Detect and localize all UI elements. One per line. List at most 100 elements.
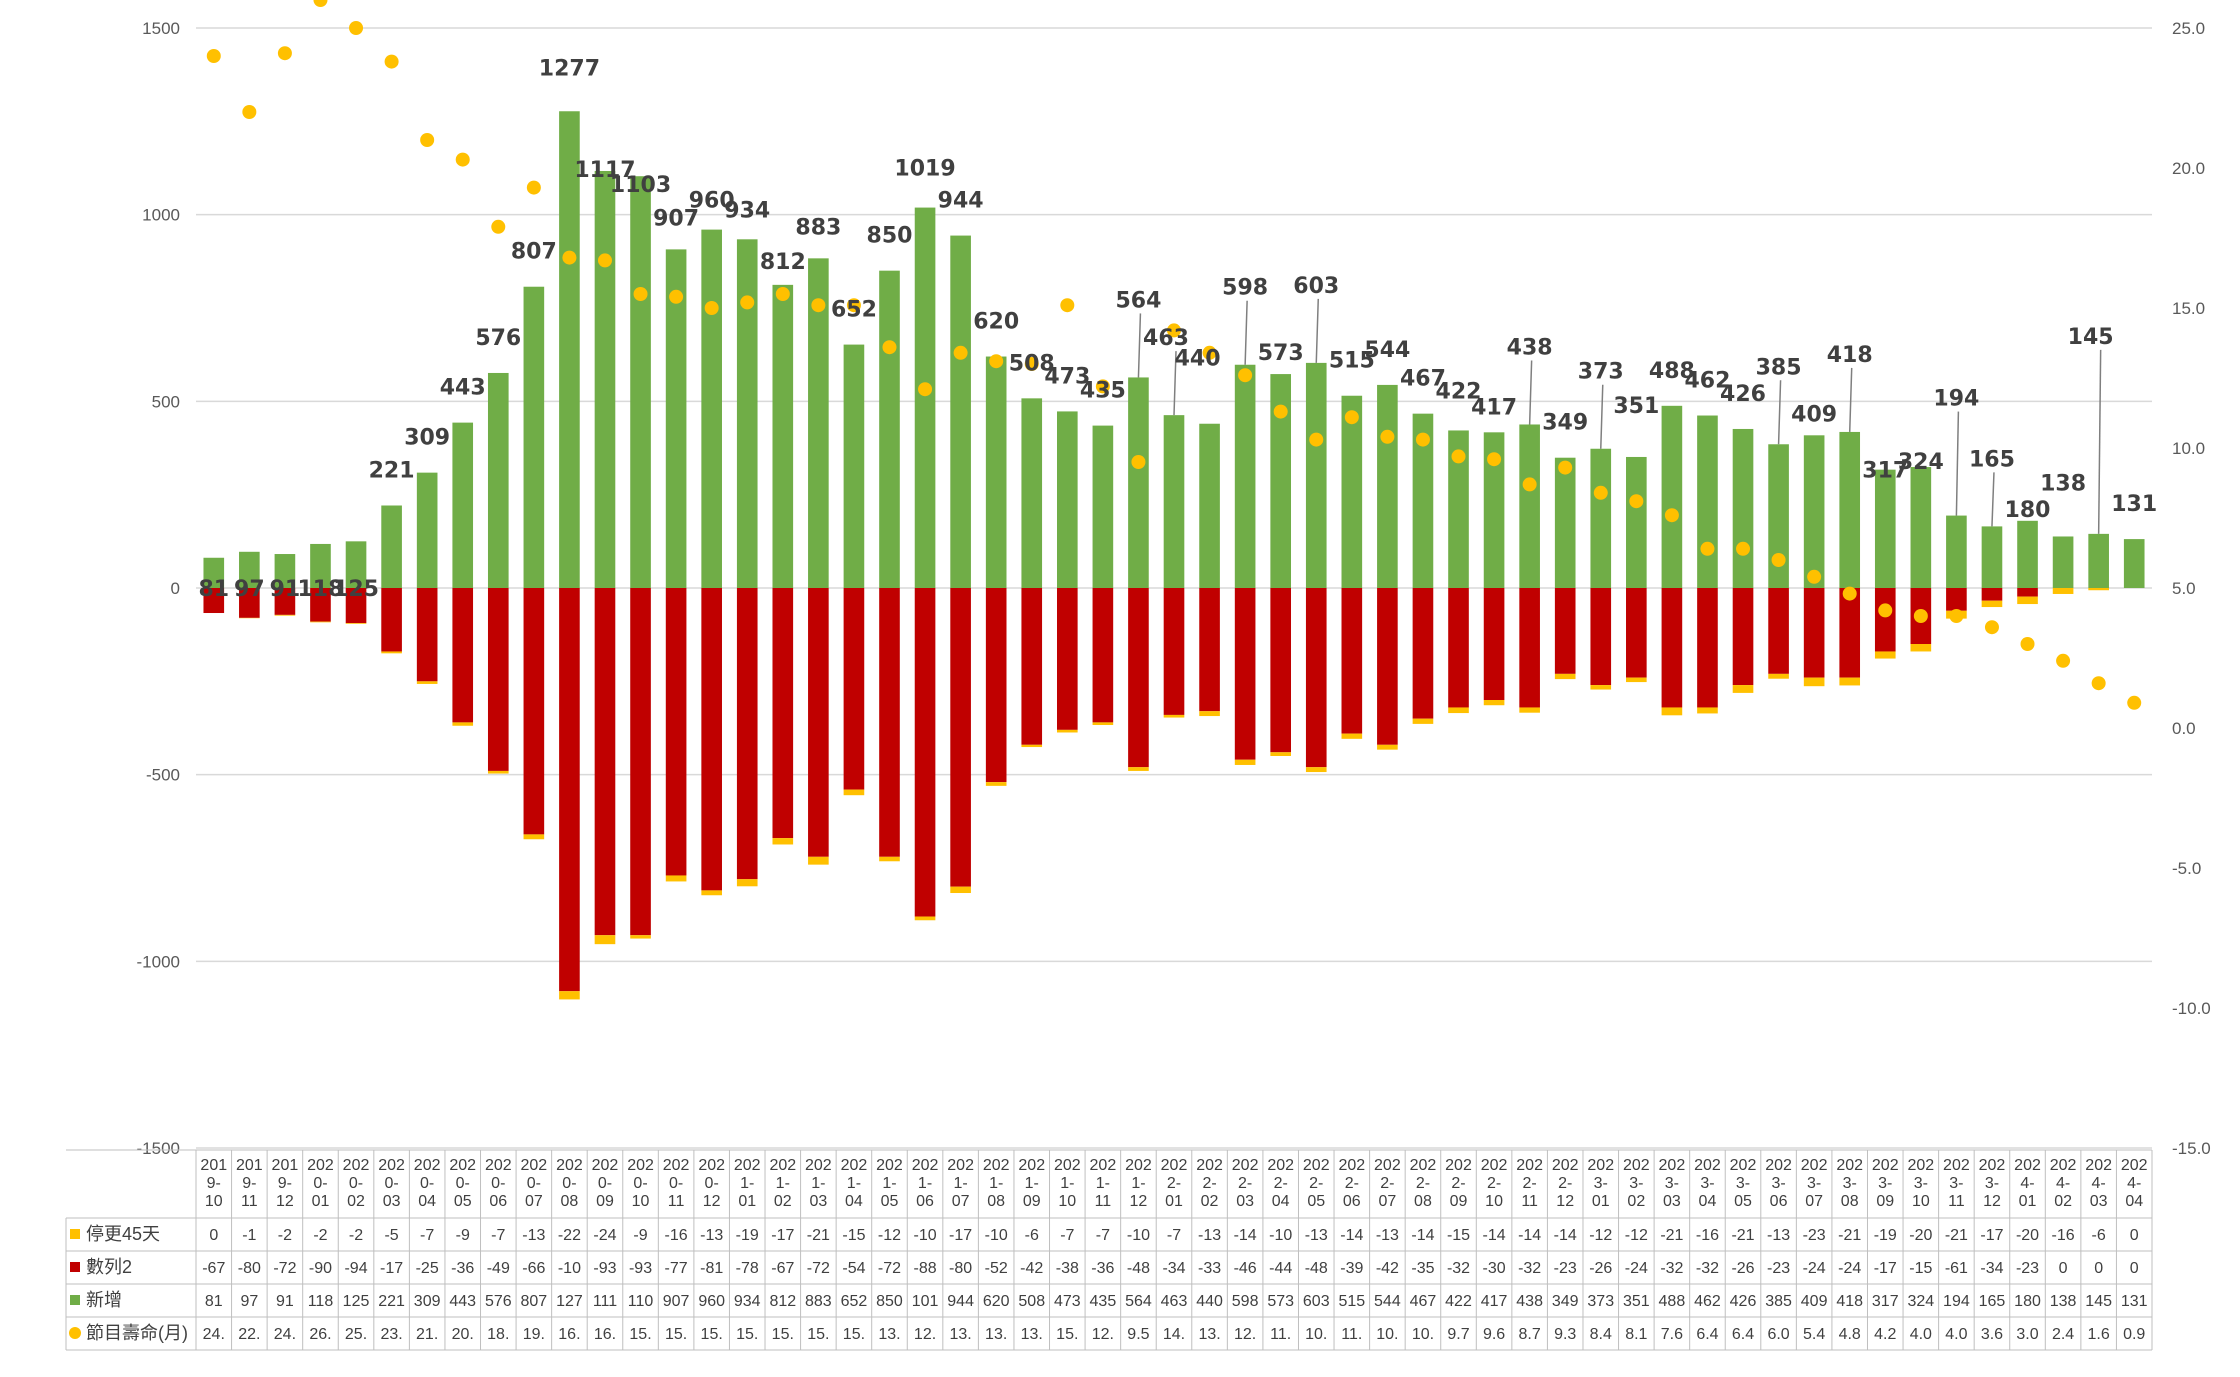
data-label-new: 473 [1044,364,1090,389]
dot-lifespan [1522,477,1537,492]
x-category-label: 05 [881,1193,899,1210]
data-label-new: 426 [1720,382,1766,407]
table-cell: -2 [278,1227,292,1244]
table-cell: 4.0 [1910,1326,1932,1343]
bar-stopped-45-days [1483,700,1505,706]
table-cell: 11. [1341,1326,1362,1343]
table-cell: 652 [841,1293,868,1310]
table-cell: -16 [2052,1227,2075,1244]
table-cell: -88 [913,1260,936,1277]
x-category-label: 2- [1309,1175,1323,1192]
bar-series2 [950,588,971,887]
bar-new [2123,539,2145,588]
bar-new [1163,415,1185,588]
table-cell: 0 [2130,1227,2139,1244]
bar-new [1874,469,1896,588]
callout-line [1600,384,1604,449]
table-cell: 110 [628,1293,654,1310]
x-category-label: 202 [805,1157,832,1174]
y-left-tick-label: -1500 [137,1139,180,1158]
data-label-new: 418 [1827,343,1873,368]
x-category-label: 202 [1018,1157,1045,1174]
table-cell: 473 [1054,1293,1081,1310]
table-cell: 351 [1623,1293,1650,1310]
bar-series2 [630,588,651,936]
x-category-label: 201 [272,1157,299,1174]
x-category-label: 05 [1307,1193,1325,1210]
table-cell: -12 [1589,1227,1612,1244]
bar-stopped-45-days [1554,673,1576,680]
legend-label: 節目壽命(月) [86,1323,188,1343]
table-cell: -23 [1554,1260,1577,1277]
table-cell: 3.6 [1981,1326,2003,1343]
data-label-new: 1019 [894,157,955,182]
table-cell: 81 [205,1293,223,1310]
table-cell: 12. [1234,1326,1256,1343]
callout-line [1955,411,1960,516]
table-cell: -77 [665,1260,688,1277]
x-category-label: 1- [918,1175,932,1192]
x-category-label: 202 [1587,1157,1614,1174]
table-cell: -10 [558,1260,581,1277]
y-right-tick-label: 15.0 [2172,299,2205,318]
table-cell: 2.4 [2052,1326,2074,1343]
x-category-label: 03 [383,1193,401,1210]
bar-new [1448,430,1469,588]
x-category-label: 04 [1272,1193,1290,1210]
table-cell: 165 [1979,1293,2006,1310]
bar-series2 [1448,588,1469,708]
bar-stopped-45-days [594,935,616,945]
dot-lifespan [1913,609,1928,623]
table-cell: 23. [380,1326,402,1343]
dot-lifespan [2127,695,2142,710]
callout-line [1777,380,1782,445]
bar-series2 [1519,588,1540,708]
bar-new [808,258,829,588]
x-category-label: 01 [738,1193,756,1210]
table-cell: -36 [1091,1260,1114,1277]
table-cell: 4.8 [1839,1326,1861,1343]
table-cell: 180 [2014,1293,2041,1310]
bar-new [1021,398,1043,588]
table-cell: -15 [1447,1227,1470,1244]
table-cell: 138 [2050,1293,2077,1310]
table-cell: -12 [878,1227,901,1244]
y-right-tick-label: 5.0 [2172,579,2196,598]
dot-lifespan [349,21,364,35]
bar-new [1981,526,2003,588]
table-cell: -44 [1269,1260,1292,1277]
x-category-label: 9- [278,1175,292,1192]
table-cell: -21 [1660,1227,1683,1244]
table-cell: -38 [1056,1260,1079,1277]
data-label-new: 934 [724,198,770,223]
legend-label: 停更45天 [86,1224,160,1244]
bar-new [1377,384,1398,588]
x-category-label: 3- [1843,1175,1857,1192]
x-category-label: 202 [1090,1157,1117,1174]
data-label-new: 620 [973,310,1019,335]
table-cell: -32 [1518,1260,1541,1277]
table-cell: -42 [1376,1260,1399,1277]
data-label-new: 131 [2111,492,2157,517]
table-cell: -13 [700,1227,723,1244]
dot-lifespan [811,298,826,313]
x-category-label: 10 [632,1193,650,1210]
bar-series2 [1412,588,1434,719]
table-cell: 9.6 [1483,1326,1505,1343]
x-category-label: 08 [561,1193,579,1210]
table-cell: -94 [344,1260,367,1277]
data-label-new: 1277 [539,56,600,81]
bar-new [772,284,794,588]
table-cell: -81 [700,1260,723,1277]
table-cell: -7 [1060,1227,1074,1244]
dot-lifespan [1664,508,1679,523]
bar-stopped-45-days [1199,711,1220,717]
bar-series2 [594,588,616,936]
data-label-new: 317 [1862,459,1908,484]
bar-stopped-45-days [1874,651,1896,659]
x-category-label: 202 [1943,1157,1970,1174]
table-cell: 9.7 [1447,1326,1469,1343]
x-category-label: 202 [1836,1157,1863,1174]
table-cell: 127 [556,1293,583,1310]
table-cell: -48 [1127,1260,1150,1277]
